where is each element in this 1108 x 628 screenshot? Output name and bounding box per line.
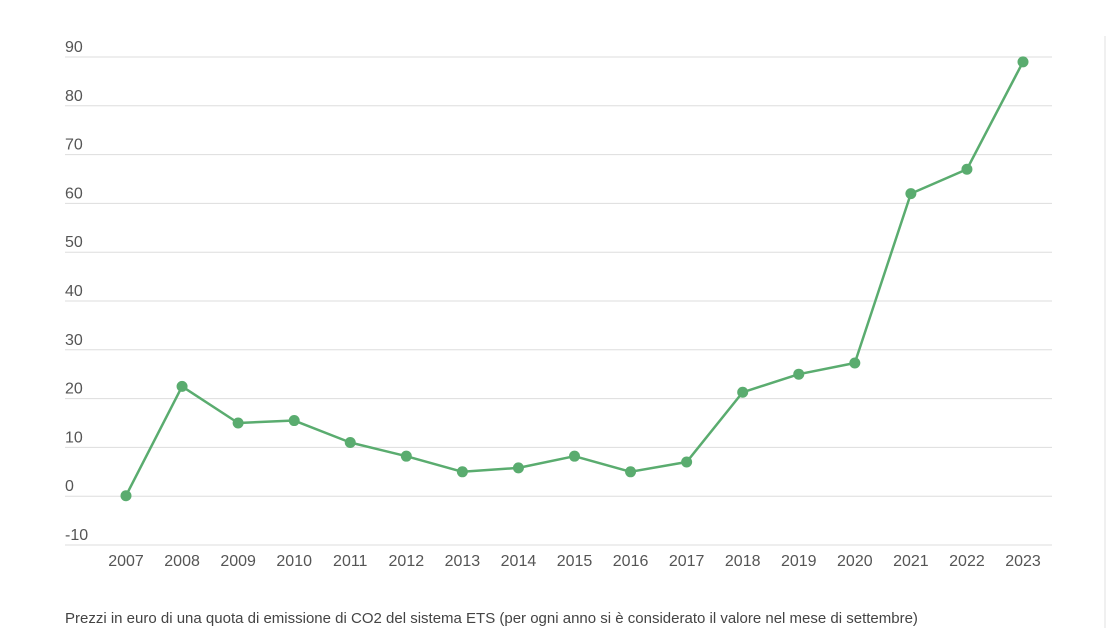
chart-caption: Prezzi in euro di una quota di emissione… <box>65 610 918 627</box>
y-tick-label: 90 <box>65 39 83 56</box>
y-tick-label: 10 <box>65 429 83 446</box>
series-line <box>124 61 1025 497</box>
data-point[interactable] <box>737 386 749 398</box>
x-tick-label: 2014 <box>501 553 537 570</box>
y-tick-label: 30 <box>65 332 83 349</box>
x-tick-label: 2019 <box>781 553 817 570</box>
y-tick-label: 20 <box>65 381 83 398</box>
y-tick-label: 80 <box>65 88 83 105</box>
x-tick-label: 2017 <box>669 553 705 570</box>
data-point[interactable] <box>456 466 468 478</box>
x-tick-label: 2012 <box>389 553 425 570</box>
x-tick-label: 2007 <box>108 553 144 570</box>
y-tick-label: 40 <box>65 283 83 300</box>
data-point[interactable] <box>793 368 805 380</box>
data-point[interactable] <box>344 437 356 449</box>
x-tick-label: 2015 <box>557 553 593 570</box>
y-tick-label: 50 <box>65 234 83 251</box>
x-tick-label: 2022 <box>949 553 985 570</box>
data-point[interactable] <box>288 415 300 427</box>
y-tick-label: 70 <box>65 137 83 154</box>
x-tick-label: 2021 <box>893 553 929 570</box>
x-axis-ticks: 2007 2008 2009 2010 2011 2012 2013 2014 2015 2016… <box>108 553 1041 570</box>
data-point[interactable] <box>176 380 188 392</box>
data-point[interactable] <box>905 188 917 200</box>
data-point[interactable] <box>569 450 580 462</box>
series-co2-price <box>120 56 1029 502</box>
x-tick-label: 2018 <box>725 553 761 570</box>
data-point[interactable] <box>512 462 524 474</box>
y-tick-label: 0 <box>65 478 74 495</box>
data-point[interactable] <box>232 417 244 429</box>
x-tick-label: 2011 <box>333 553 368 570</box>
x-tick-label: 2008 <box>164 553 200 570</box>
x-tick-label: 2009 <box>220 553 256 570</box>
data-point[interactable] <box>400 450 412 462</box>
data-point[interactable] <box>681 456 693 468</box>
x-tick-label: 2016 <box>613 553 649 570</box>
y-axis-ticks: 90 80 70 60 50 40 30 20 10 0 -10 <box>65 39 88 544</box>
x-tick-label: 2013 <box>445 553 481 570</box>
y-tick-label: -10 <box>65 527 88 544</box>
data-point[interactable] <box>849 357 861 369</box>
y-tick-label: 60 <box>65 185 83 202</box>
data-point[interactable] <box>625 466 637 478</box>
data-point[interactable] <box>120 490 132 502</box>
x-tick-label: 2010 <box>276 553 312 570</box>
data-point[interactable] <box>1017 56 1029 68</box>
x-tick-label: 2020 <box>837 553 873 570</box>
x-tick-label: 2023 <box>1005 553 1041 570</box>
right-divider <box>1104 36 1106 628</box>
data-point[interactable] <box>961 163 973 175</box>
gridlines <box>65 56 1052 546</box>
